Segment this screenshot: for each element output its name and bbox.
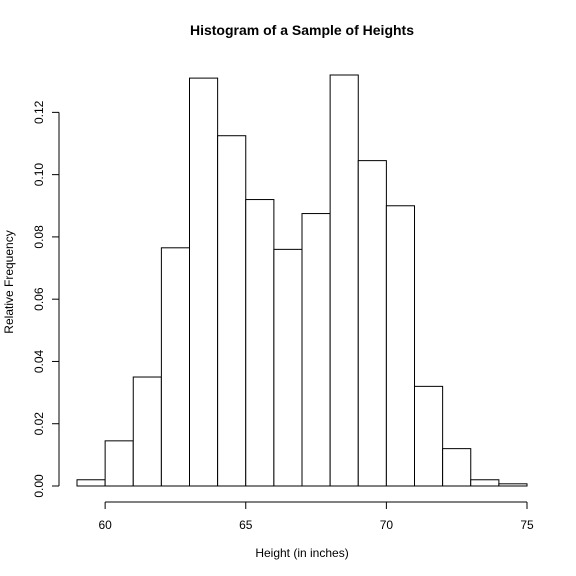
y-tick-label: 0.04 bbox=[32, 349, 46, 373]
chart-title: Histogram of a Sample of Heights bbox=[190, 22, 414, 38]
y-axis: 0.00 0.02 0.04 0.06 0.08 0.10 0.12 bbox=[32, 100, 60, 498]
y-tick-label: 0.10 bbox=[32, 163, 46, 187]
histogram-bar bbox=[76, 479, 106, 487]
histogram-bar bbox=[385, 205, 416, 487]
histogram-bar bbox=[470, 479, 500, 487]
histogram-bar bbox=[104, 440, 134, 487]
histogram-bar bbox=[357, 160, 387, 487]
x-axis-label: Height (in inches) bbox=[255, 546, 348, 560]
histogram-bar bbox=[217, 135, 247, 487]
x-tick-label: 60 bbox=[98, 518, 112, 532]
y-tick-label: 0.06 bbox=[32, 287, 46, 311]
histogram-bar bbox=[273, 248, 303, 487]
y-tick-label: 0.12 bbox=[32, 100, 46, 124]
histogram-bar bbox=[498, 483, 528, 487]
histogram-bar bbox=[245, 199, 275, 487]
x-tick-label: 65 bbox=[239, 518, 253, 532]
y-tick-label: 0.00 bbox=[32, 474, 46, 498]
histogram-bar bbox=[414, 385, 444, 487]
histogram-bar bbox=[329, 74, 359, 487]
bars bbox=[76, 74, 528, 487]
y-tick-label: 0.02 bbox=[32, 412, 46, 436]
x-axis: 60 65 70 75 bbox=[98, 501, 534, 532]
x-tick-label: 75 bbox=[520, 518, 534, 532]
histogram-bar bbox=[301, 213, 331, 487]
histogram-bar bbox=[189, 77, 219, 487]
y-tick-label: 0.08 bbox=[32, 225, 46, 249]
y-axis-label: Relative Frequency bbox=[2, 230, 16, 333]
x-tick-label: 70 bbox=[380, 518, 394, 532]
histogram-bar bbox=[132, 376, 162, 487]
histogram-bar bbox=[160, 247, 191, 487]
histogram-bar bbox=[442, 448, 472, 487]
